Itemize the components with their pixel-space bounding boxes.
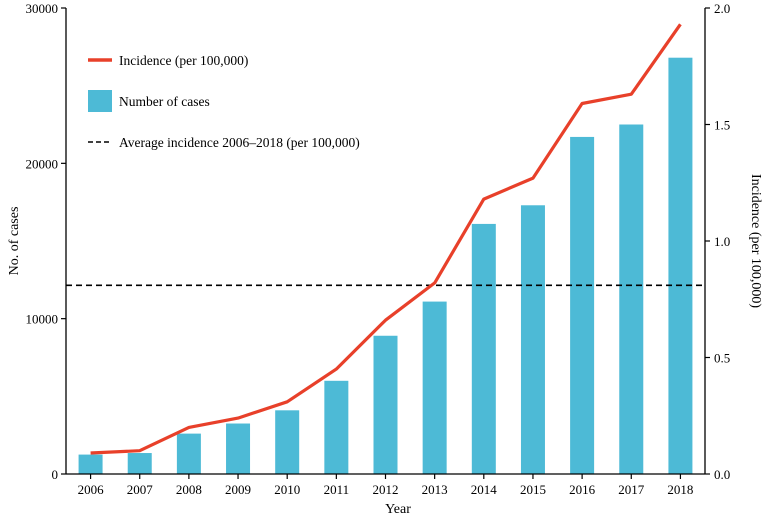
y-axis-right-label: Incidence (per 100,000) [748,174,763,308]
y-right-tick-label: 0.0 [714,467,730,482]
y-left-tick-label: 20000 [26,156,59,171]
bar-2007 [127,453,152,474]
legend-label: Number of cases [119,94,210,109]
legend: Incidence (per 100,000) Number of cases Av… [88,53,360,150]
x-tick-label: 2011 [324,482,350,497]
legend-label: Average incidence 2006–2018 (per 100,000… [119,135,360,150]
bar-2017 [619,124,644,474]
x-tick-label: 2012 [373,482,399,497]
bar-series [78,57,693,475]
legend-label: Incidence (per 100,000) [119,53,248,68]
x-tick-label: 2006 [78,482,105,497]
bar-2016 [570,136,595,474]
bar-2015 [520,205,545,475]
x-tick-label: 2008 [176,482,202,497]
x-tick-label: 2014 [471,482,498,497]
bar-2013 [422,301,447,474]
legend-bar-swatch [88,90,112,112]
x-tick-label: 2010 [274,482,300,497]
incidence-line [90,23,682,455]
bar-2006 [78,454,103,474]
y-right-tick-label: 2.0 [714,1,730,16]
bar-2012 [373,335,398,474]
x-tick-label: 2017 [618,482,645,497]
x-tick-label: 2007 [127,482,154,497]
bar-2010 [275,410,300,474]
y-right-tick-label: 0.5 [714,351,730,366]
y-left-tick-label: 10000 [26,312,59,327]
x-tick-label: 2016 [569,482,596,497]
bar-2011 [324,380,349,474]
x-axis-label: Year [385,502,411,517]
bar-2008 [176,433,201,474]
axes: 0 10000 20000 30000 0.0 0.5 1.0 1.5 2.0 2006 2007 2… [26,1,731,497]
x-tick-label: 2009 [225,482,251,497]
y-right-tick-label: 1.0 [714,234,730,249]
y-left-tick-label: 0 [52,467,59,482]
bar-2009 [226,423,251,474]
incidence-line-layer [90,23,682,455]
bar-2014 [471,223,496,474]
y-axis-left-label: No. of cases [7,207,22,276]
x-tick-label: 2015 [520,482,546,497]
bar-2018 [668,57,693,474]
x-tick-label: 2018 [667,482,693,497]
x-tick-label: 2013 [422,482,448,497]
y-right-tick-label: 1.5 [714,118,730,133]
y-left-tick-label: 30000 [26,1,59,16]
